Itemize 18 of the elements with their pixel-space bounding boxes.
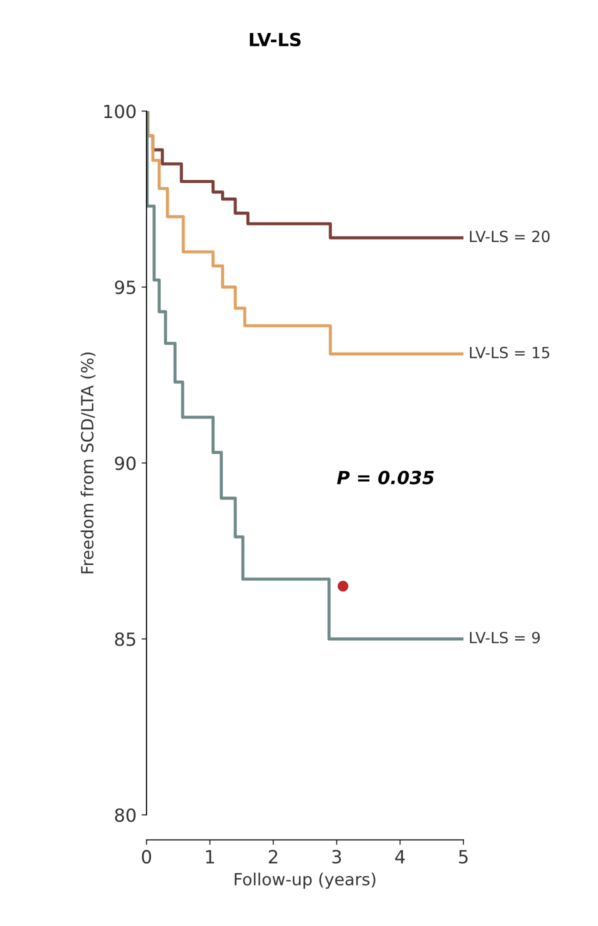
chart-title: LV-LS [250,32,301,46]
x-tick-label: 0 [142,850,152,864]
x-axis-title: Follow-up (years) [234,872,376,889]
annotation: P = 0.035 [337,470,434,484]
y-tick-label: 95 [114,280,136,294]
x-tick-label: 5 [459,850,468,864]
y-tick-label: 100 [104,104,136,118]
series-label: LV-LS = 15 [470,346,550,358]
x-tick-label: 3 [332,850,341,864]
x-tick-label: 1 [206,850,214,864]
series-label: LV-LS = 20 [470,230,550,242]
y-axis-title: Freedom from SCD/LTA (%) [80,352,96,574]
y-tick-label: 85 [115,632,136,646]
series-label: LV-LS = 9 [470,632,540,644]
x-tick-label: 2 [268,850,278,864]
y-tick-label: 90 [114,456,136,470]
x-tick-label: 4 [395,850,405,864]
y-tick-label: 80 [115,808,136,822]
